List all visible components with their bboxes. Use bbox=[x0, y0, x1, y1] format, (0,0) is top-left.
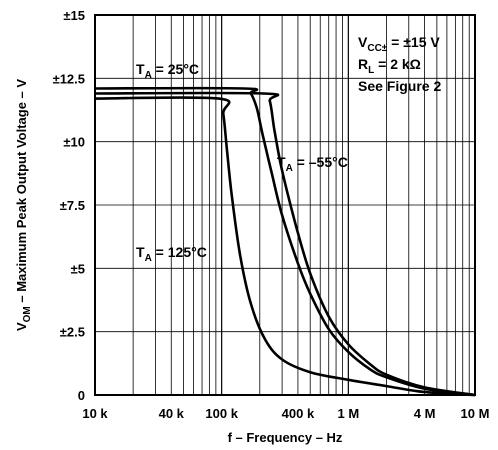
y-axis-label: VOM – Maximum Peak Output Voltage – V bbox=[14, 79, 33, 331]
series-label-125c: TA = 125°C bbox=[136, 244, 207, 264]
x-tick-label: 100 k bbox=[205, 406, 238, 421]
y-tick-label: ±15 bbox=[63, 8, 85, 23]
y-tick-labels: 0 ±2.5 ±5 ±7.5 ±10 ±12.5 ±15 bbox=[53, 8, 85, 403]
curve-ta-25c bbox=[94, 86, 476, 397]
x-tick-label: 400 k bbox=[282, 406, 315, 421]
y-tick-label: ±7.5 bbox=[60, 198, 85, 213]
condition-vcc: VCC± = ±15 V bbox=[358, 34, 440, 54]
y-tick-label: 0 bbox=[78, 388, 85, 403]
x-tick-label: 4 M bbox=[414, 406, 436, 421]
series-curves bbox=[94, 86, 476, 397]
x-axis-label: f – Frequency – Hz bbox=[228, 430, 343, 445]
grid bbox=[95, 15, 475, 395]
curve-ta-minus55c bbox=[94, 91, 476, 397]
x-tick-labels: 10 k 40 k 100 k 400 k 1 M 4 M 10 M bbox=[82, 406, 489, 421]
condition-rl: RL = 2 kΩ bbox=[358, 56, 421, 76]
series-label-minus55c: TA = –55°C bbox=[277, 154, 348, 174]
y-tick-label: ±5 bbox=[71, 261, 85, 276]
plot-frame bbox=[94, 14, 476, 396]
condition-see-figure: See Figure 2 bbox=[358, 78, 441, 94]
y-tick-label: ±10 bbox=[63, 135, 85, 150]
test-conditions: VCC± = ±15 V RL = 2 kΩ See Figure 2 bbox=[358, 34, 441, 94]
y-tick-label: ±12.5 bbox=[53, 71, 85, 86]
x-tick-label: 1 M bbox=[337, 406, 359, 421]
x-tick-label: 10 k bbox=[82, 406, 108, 421]
y-tick-label: ±2.5 bbox=[60, 325, 85, 340]
x-tick-label: 10 M bbox=[461, 406, 490, 421]
curve-ta-125c bbox=[94, 96, 476, 397]
x-tick-label: 40 k bbox=[159, 406, 185, 421]
series-label-25c: TA = 25°C bbox=[136, 61, 199, 81]
